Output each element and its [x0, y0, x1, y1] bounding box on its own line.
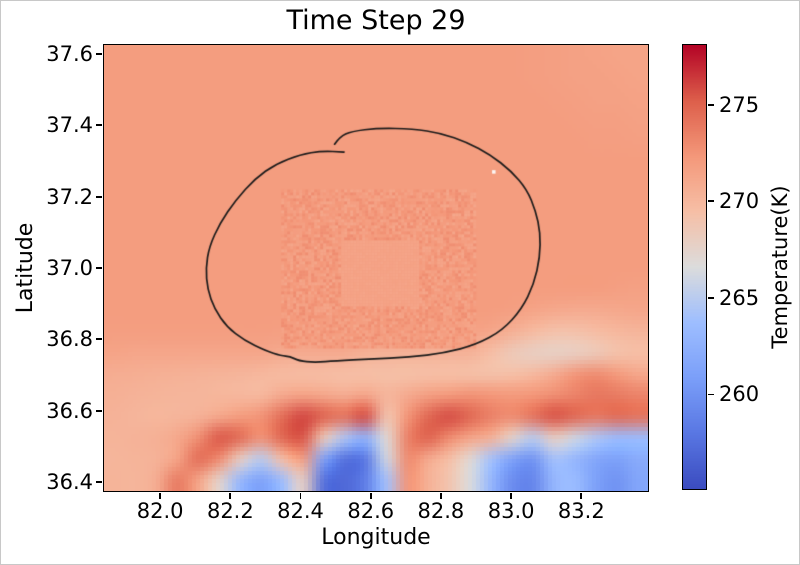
y-tick-mark — [96, 195, 102, 198]
colorbar-label: Temperature(K) — [768, 185, 792, 349]
x-tick-label: 82.4 — [277, 499, 324, 523]
y-tick-label: 36.4 — [46, 470, 93, 495]
y-tick-label: 37.2 — [46, 184, 93, 209]
colorbar-tick-mark — [707, 103, 714, 106]
temperature-heatmap-canvas — [103, 44, 648, 491]
x-tick-label: 83.0 — [487, 499, 535, 523]
y-tick-label: 36.6 — [46, 398, 93, 423]
colorbar-tick-label: 265 — [719, 285, 760, 310]
x-tick-mark — [159, 493, 162, 499]
x-tick-label: 82.6 — [347, 499, 395, 523]
x-axis-label: Longitude — [321, 525, 431, 550]
y-tick-mark — [96, 124, 102, 127]
colorbar-tick-label: 275 — [719, 92, 760, 117]
colorbar-tick-label: 270 — [719, 189, 760, 214]
colorbar — [681, 43, 707, 490]
y-tick-label: 37.0 — [46, 256, 93, 280]
x-tick-mark — [369, 493, 372, 499]
y-tick-mark — [96, 409, 102, 412]
y-tick-mark — [96, 53, 102, 55]
plot-area — [102, 43, 649, 492]
y-tick-mark — [96, 481, 102, 483]
colorbar-tick-mark — [707, 296, 714, 299]
y-tick-mark — [96, 338, 102, 341]
y-tick-mark — [96, 267, 102, 269]
chart-title: Time Step 29 — [286, 5, 466, 36]
y-tick-label: 37.4 — [46, 113, 93, 138]
colorbar-tick-mark — [707, 393, 714, 396]
colorbar-gradient-canvas — [682, 44, 706, 489]
x-tick-label: 82.8 — [417, 499, 465, 523]
colorbar-tick-label: 260 — [719, 382, 760, 407]
x-tick-mark — [299, 493, 302, 499]
y-tick-label: 36.8 — [46, 327, 93, 352]
x-tick-label: 83.2 — [557, 499, 605, 523]
x-tick-mark — [229, 493, 232, 499]
x-tick-label: 82.0 — [136, 499, 184, 523]
x-tick-mark — [580, 493, 583, 499]
y-tick-label: 37.6 — [46, 41, 93, 66]
x-tick-mark — [440, 493, 442, 499]
x-tick-mark — [510, 493, 513, 499]
x-tick-label: 82.2 — [206, 499, 254, 523]
colorbar-tick-mark — [707, 200, 714, 203]
